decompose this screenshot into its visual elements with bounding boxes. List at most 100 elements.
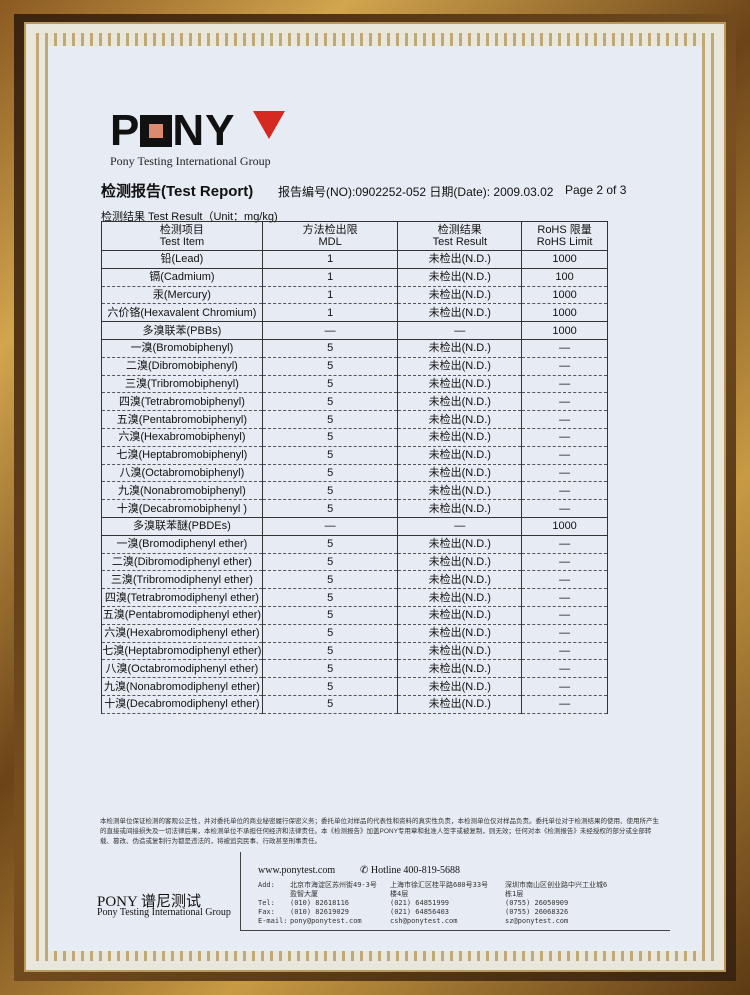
table-cell: 未检出(N.D.) [397,499,523,518]
table-row: 一溴(Bromodiphenyl ether) 5 未检出(N.D.) — [101,534,608,554]
footer-brand: PONY 谱尼测试 [97,894,202,910]
table-cell: 汞(Mercury) [101,285,263,305]
table-cell: 100 [521,267,608,287]
table-cell: 未检出(N.D.) [397,677,523,696]
page-number: Page 2 of 3 [565,183,627,197]
table-cell: 1000 [521,516,608,536]
table-row: 八溴(Octabromobiphenyl) 5 未检出(N.D.) — [101,463,608,483]
table-row: 九溴(Nonabromobiphenyl) 5 未检出(N.D.) — [101,481,608,501]
table-cell: 1 [261,285,399,305]
table-cell: 未检出(N.D.) [397,659,523,679]
table-cell: — [521,410,608,429]
table-cell: — [521,374,608,394]
contact-labels: Add: Tel: Fax: E-mail: [258,881,288,925]
column-header-label: MDL [318,236,342,248]
table-cell: 未检出(N.D.) [397,463,523,483]
table-cell: 七溴(Heptabromobiphenyl) [101,445,263,465]
table-row: 铅(Lead) 1 未检出(N.D.) 1000 [101,250,608,269]
table-cell: — [261,516,399,536]
table-cell: 未检出(N.D.) [397,303,523,323]
table-cell: — [521,694,608,714]
table-cell: 5 [261,641,399,661]
table-cell: 5 [261,677,399,696]
table-cell: 七溴(Heptabromodiphenyl ether) [101,641,263,661]
table-cell: 三溴(Tribromobiphenyl) [101,374,263,394]
table-row: 三溴(Tribromodiphenyl ether) 5 未检出(N.D.) — [101,570,608,590]
office-beijing: 北京市海淀区苏州街49-3号 盈智大厦 (010) 82618116 (010)… [290,881,377,925]
table-cell: 1000 [521,303,608,323]
table-cell: 八溴(Octabromobiphenyl) [101,463,263,483]
table-cell: 1000 [521,285,608,305]
table-cell: 多溴联苯(PBBs) [101,321,263,340]
table-row: 二溴(Dibromobiphenyl) 5 未检出(N.D.) — [101,356,608,376]
phone-icon: ✆ [360,865,369,876]
table-cell: 五溴(Pentabromobiphenyl) [101,410,263,429]
office-shenzhen: 深圳市南山区创业路中兴工业城6 栋1层 (0755) 26050909 (075… [505,881,608,925]
column-header-label: Test Item [159,236,205,248]
table-cell: 未检出(N.D.) [397,356,523,376]
table-cell: 5 [261,427,399,447]
table-row: 八溴(Octabromodiphenyl ether) 5 未检出(N.D.) — [101,659,608,679]
report-meta: 报告编号(NO):0902252-052 日期(Date): 2009.03.0… [278,183,553,200]
table-cell: — [397,516,523,536]
table-cell: — [521,499,608,518]
column-header-label: 检测项目 [159,224,204,236]
table-cell: 5 [261,605,399,625]
table-cell: 未检出(N.D.) [397,694,523,714]
table-cell: 镉(Cadmium) [101,267,263,287]
table-cell: 未检出(N.D.) [397,570,523,590]
table-row: 六溴(Hexabromobiphenyl) 5 未检出(N.D.) — [101,427,608,447]
table-row: 九溴(Nonabromodiphenyl ether) 5 未检出(N.D.) — [101,677,608,696]
table-cell: 5 [261,499,399,518]
table-cell: — [521,392,608,412]
table-cell: — [521,659,608,679]
table-row: 二溴(Dibromodiphenyl ether) 5 未检出(N.D.) — [101,552,608,572]
table-cell: — [521,481,608,501]
table-cell: 一溴(Bromodiphenyl ether) [101,534,263,554]
table-cell: 四溴(Tetrabromobiphenyl) [101,392,263,412]
table-cell: 六溴(Hexabromobiphenyl) [101,427,263,447]
table-row: 四溴(Tetrabromodiphenyl ether) 5 未检出(N.D.) — [101,588,608,607]
column-header: 检测结果 Test Result [397,221,523,251]
table-cell: 未检出(N.D.) [397,605,523,625]
table-cell: 5 [261,463,399,483]
table-cell: — [521,445,608,465]
table-cell: 十溴(Decabromodiphenyl ether) [101,694,263,714]
table-cell: 未检出(N.D.) [397,534,523,554]
table-cell: 5 [261,659,399,679]
table-cell: 5 [261,481,399,501]
table-cell: — [521,641,608,661]
table-cell: — [521,534,608,554]
website-link[interactable]: www.ponytest.com [258,865,336,876]
table-cell: 5 [261,694,399,714]
report-title: 检测报告(Test Report) [101,183,254,200]
table-cell: 未检出(N.D.) [397,338,523,358]
table-row: 七溴(Heptabromodiphenyl ether) 5 未检出(N.D.) — [101,641,608,661]
table-cell: — [521,427,608,447]
table-row: 四溴(Tetrabromobiphenyl) 5 未检出(N.D.) — [101,392,608,412]
logo-triangle [253,111,285,139]
disclaimer: 本检测单位保证检测的客观公正性，并对委托单位的商业秘密履行保密义务；委托单位对样… [100,818,659,845]
table-row: 汞(Mercury) 1 未检出(N.D.) 1000 [101,285,608,305]
table-cell: 未检出(N.D.) [397,588,523,607]
company-name: Pony Testing International Group [110,154,271,168]
table-cell: 5 [261,445,399,465]
table-cell: 未检出(N.D.) [397,285,523,305]
table-row: 多溴联苯醚(PBDEs) — —1000 [101,516,608,536]
table-cell: 未检出(N.D.) [397,410,523,429]
footer-brand-en: Pony Testing International Group [97,907,231,918]
table-cell: 5 [261,410,399,429]
column-header-label: 检测结果 [437,224,482,236]
table-cell: — [521,677,608,696]
table-cell: 八溴(Octabromodiphenyl ether) [101,659,263,679]
table-row: 镉(Cadmium) 1 未检出(N.D.) 100 [101,267,608,287]
table-row: 多溴联苯(PBBs) — —1000 [101,321,608,340]
table-cell: — [397,321,523,340]
table-cell: 未检出(N.D.) [397,552,523,572]
table-row: 一溴(Bromobiphenyl) 5 未检出(N.D.) — [101,338,608,358]
table-row: 七溴(Heptabromobiphenyl) 5 未检出(N.D.) — [101,445,608,465]
table-cell: 未检出(N.D.) [397,267,523,287]
table-row: 十溴(Decabromobiphenyl ) 5 未检出(N.D.) — [101,499,608,518]
table-cell: 二溴(Dibromobiphenyl) [101,356,263,376]
pony-logo: P NY [110,106,236,155]
